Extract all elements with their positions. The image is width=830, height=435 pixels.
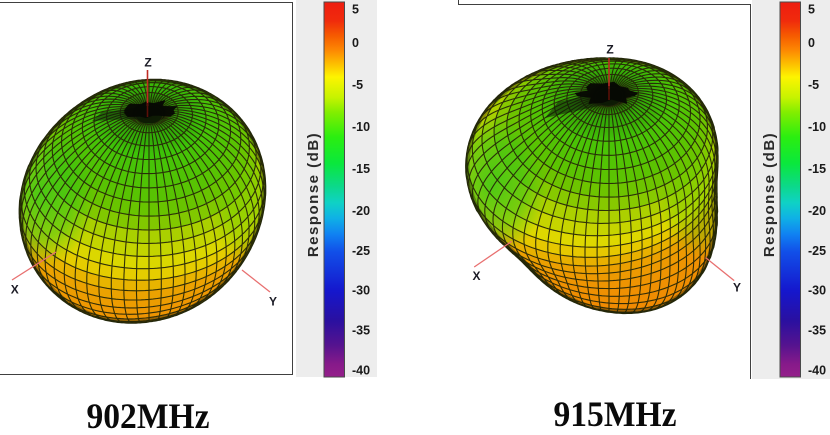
- svg-text:-5: -5: [808, 78, 819, 92]
- svg-text:Y: Y: [269, 295, 277, 309]
- svg-text:5: 5: [352, 2, 359, 16]
- svg-text:Y: Y: [733, 281, 741, 295]
- svg-text:5: 5: [808, 2, 815, 16]
- svg-text:-25: -25: [808, 244, 826, 258]
- svg-text:-20: -20: [352, 204, 370, 218]
- svg-text:-10: -10: [808, 120, 826, 134]
- svg-text:-15: -15: [352, 162, 370, 176]
- svg-text:-25: -25: [352, 244, 370, 258]
- svg-text:902MHz: 902MHz: [87, 396, 210, 435]
- svg-text:Z: Z: [144, 56, 151, 70]
- svg-text:-30: -30: [808, 284, 826, 298]
- svg-text:915MHz: 915MHz: [554, 394, 677, 434]
- svg-text:-15: -15: [808, 162, 826, 176]
- svg-text:X: X: [472, 269, 480, 283]
- svg-text:-35: -35: [352, 324, 370, 338]
- svg-text:-10: -10: [352, 120, 370, 134]
- svg-text:-20: -20: [808, 204, 826, 218]
- svg-text:-40: -40: [352, 363, 370, 377]
- svg-text:-40: -40: [808, 363, 826, 377]
- svg-text:-35: -35: [808, 324, 826, 338]
- svg-text:0: 0: [352, 36, 359, 50]
- svg-text:Z: Z: [606, 43, 613, 57]
- svg-text:Response (dB): Response (dB): [761, 132, 778, 257]
- svg-text:-5: -5: [352, 78, 363, 92]
- svg-text:Response (dB): Response (dB): [305, 132, 322, 257]
- svg-text:0: 0: [808, 36, 815, 50]
- svg-text:-30: -30: [352, 284, 370, 298]
- svg-text:X: X: [11, 283, 19, 297]
